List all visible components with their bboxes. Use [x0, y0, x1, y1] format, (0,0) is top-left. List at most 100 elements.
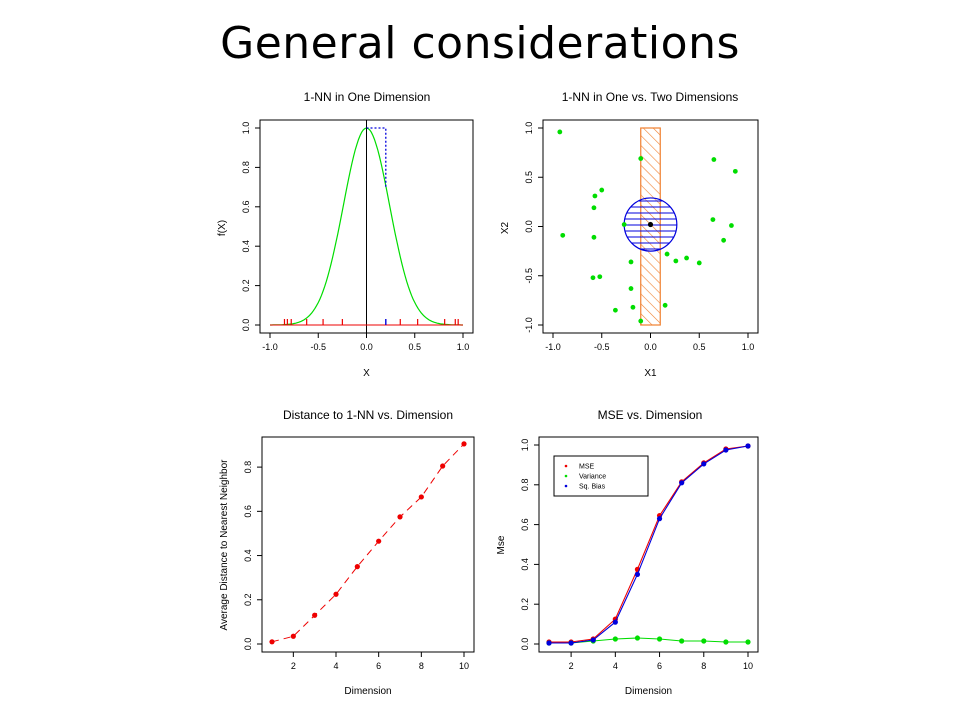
data-point: [592, 193, 598, 199]
data-point: [560, 232, 566, 238]
neighbor-dotted-box: [366, 127, 387, 188]
data-point: [597, 274, 603, 280]
x-tick-label: 8: [419, 661, 424, 671]
data-point: [591, 205, 597, 211]
y-tick-label: 0.6: [520, 518, 530, 531]
y-tick-label: -0.5: [524, 268, 534, 284]
legend-marker: [564, 474, 568, 478]
data-point: [662, 302, 668, 308]
data-point: [710, 217, 716, 223]
distance-point: [418, 494, 424, 500]
x-axis-label: Dimension: [625, 686, 672, 697]
y-tick-label: 0.8: [241, 161, 251, 174]
data-point: [684, 255, 689, 261]
y-tick-label: -1.0: [524, 317, 534, 333]
chart-title: Distance to 1-NN vs. Dimension: [283, 408, 453, 422]
data-point: [599, 187, 605, 193]
panel-3: Distance to 1-NN vs. Dimension Dimension A…: [219, 408, 475, 697]
y-tick-label: 0.8: [243, 461, 253, 474]
data-point: [628, 286, 634, 291]
x-axis-label: X: [363, 368, 370, 379]
data-point: [638, 156, 644, 161]
legend: MSE Variance Sq. Bias: [553, 455, 649, 497]
distance-point: [461, 441, 467, 447]
series-point-3: [745, 443, 751, 449]
x-tick-label: 4: [333, 661, 338, 671]
y-tick-label: 0.2: [241, 279, 251, 292]
series-point-2: [656, 636, 663, 642]
chart-title: 1-NN in One vs. Two Dimensions: [562, 90, 739, 104]
legend-box: [553, 455, 649, 497]
y-tick-label: 0.6: [241, 201, 251, 214]
data-point: [613, 307, 618, 313]
distance-point: [290, 633, 296, 639]
data-point: [557, 129, 563, 135]
data-point: [591, 234, 597, 240]
distance-point: [440, 463, 446, 469]
data-point: [711, 157, 717, 162]
legend-label: Variance: [579, 474, 606, 481]
x-tick-label: 0.5: [408, 342, 421, 352]
y-tick-label: 0.6: [243, 505, 253, 518]
x-tick-label: 8: [701, 661, 706, 671]
series-point-3: [679, 480, 685, 486]
x-axis-label: X1: [644, 368, 657, 379]
legend-marker: [564, 484, 568, 488]
x-tick-label: 6: [657, 661, 662, 671]
y-tick-label: 0.2: [243, 594, 253, 607]
plot-frame: [538, 436, 759, 653]
legend-marker: [564, 464, 568, 468]
x-tick-label: 10: [459, 661, 469, 671]
distance-point: [397, 514, 403, 520]
series-point-2: [701, 638, 707, 644]
y-axis-label: Mse: [496, 535, 507, 554]
distance-line: [271, 443, 465, 643]
series-point-2: [679, 638, 685, 644]
series-line-3: [549, 445, 749, 644]
x-tick-label: -1.0: [262, 342, 278, 352]
series-point-3: [701, 461, 707, 467]
x-tick-label: -1.0: [545, 342, 561, 352]
y-tick-label: 0.0: [520, 638, 530, 651]
data-point: [628, 259, 634, 265]
slide-title: General considerations: [220, 18, 740, 69]
distance-point: [333, 591, 339, 597]
data-point: [696, 260, 702, 266]
x-axis-label: Dimension: [344, 686, 391, 697]
y-tick-label: 0.0: [243, 638, 253, 651]
data-point: [732, 168, 738, 174]
series-point-3: [590, 637, 596, 643]
panel-1: 1-NN in One Dimension Xf(X) -1.0 -0.5 0.0 0.5…: [217, 90, 474, 379]
y-axis-label: X2: [500, 221, 511, 234]
distance-point: [376, 538, 382, 544]
x-tick-label: 6: [376, 661, 381, 671]
y-tick-label: 0.4: [243, 549, 253, 562]
series-point-3: [568, 640, 574, 646]
data-point: [664, 251, 670, 257]
data-point: [729, 223, 734, 228]
series-point-3: [634, 571, 641, 577]
data-point: [630, 304, 636, 310]
y-tick-label: 0.2: [520, 598, 530, 611]
y-axis-label: f(X): [217, 220, 228, 236]
data-point: [590, 275, 596, 281]
distance-point: [312, 612, 318, 618]
x-tick-label: 4: [613, 661, 618, 671]
data-point: [721, 237, 727, 243]
y-tick-label: 0.4: [241, 240, 251, 253]
legend-label: Sq. Bias: [579, 484, 606, 491]
data-point: [673, 258, 679, 264]
series-point-2: [745, 639, 751, 645]
y-tick-label: 0.4: [520, 558, 530, 571]
y-tick-label: 1.0: [524, 122, 534, 135]
series-point-3: [723, 447, 729, 453]
x-tick-label: 2: [569, 661, 574, 671]
x-tick-label: 0.0: [644, 342, 657, 352]
series-point-3: [656, 516, 663, 522]
x-tick-label: 2: [291, 661, 296, 671]
chart-title: MSE vs. Dimension: [598, 408, 703, 422]
series-point-2: [634, 635, 641, 641]
chart-title: 1-NN in One Dimension: [304, 90, 431, 104]
series-point-2: [612, 636, 618, 642]
